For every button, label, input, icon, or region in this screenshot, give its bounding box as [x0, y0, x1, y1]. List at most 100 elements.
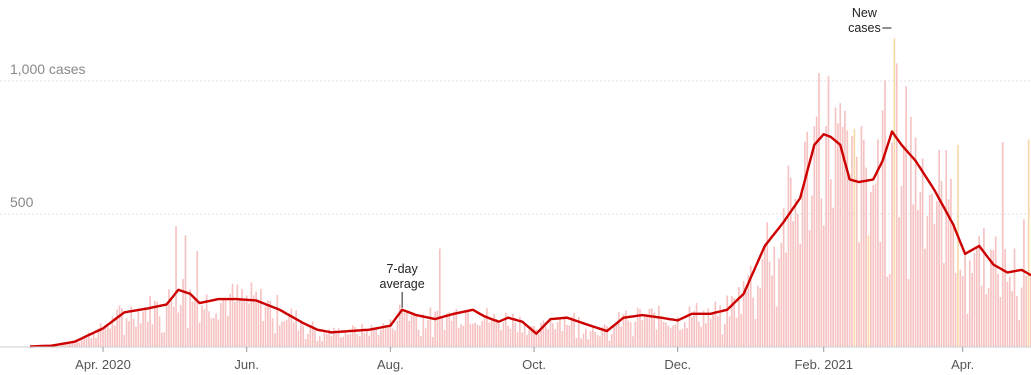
new-cases-bar	[507, 325, 509, 347]
new-cases-bar	[344, 330, 347, 347]
new-cases-bar	[740, 313, 743, 347]
new-cases-bar	[905, 86, 907, 347]
new-cases-bar	[888, 274, 891, 347]
new-cases-bar	[479, 325, 481, 347]
new-cases-bar	[811, 195, 813, 347]
new-cases-bar	[453, 311, 455, 347]
new-cases-bar	[227, 315, 229, 347]
new-cases-bar	[486, 308, 488, 347]
new-cases-bar	[373, 328, 375, 347]
new-cases-bar	[1008, 276, 1011, 347]
new-cases-bar	[172, 306, 175, 347]
new-cases-bar	[893, 38, 896, 347]
new-cases-bar	[719, 305, 721, 347]
new-cases-bar	[201, 305, 203, 347]
new-cases-bar	[80, 340, 83, 347]
new-cases-bar	[747, 275, 750, 347]
new-cases-bar	[443, 329, 446, 347]
new-cases-bar	[636, 307, 639, 347]
new-cases-bar	[1016, 296, 1018, 347]
new-cases-bar	[125, 318, 128, 347]
new-cases-bar	[434, 311, 436, 347]
new-cases-bar	[170, 300, 173, 347]
new-cases-bar	[427, 319, 429, 347]
new-cases-bar	[688, 306, 691, 347]
new-cases-bar	[667, 325, 670, 347]
new-cases-bar	[627, 320, 630, 347]
new-cases-bar	[660, 319, 663, 347]
new-cases-bar	[78, 342, 81, 347]
new-cases-bar	[128, 321, 130, 347]
new-cases-bar	[483, 318, 486, 347]
new-cases-bar	[655, 329, 658, 347]
y-tick-label: 1,000 cases	[10, 61, 86, 77]
new-cases-bar	[672, 325, 674, 347]
new-cases-bar	[460, 324, 462, 347]
new-cases-bar	[398, 304, 401, 347]
new-cases-bar	[163, 332, 166, 347]
new-cases-bar	[540, 323, 542, 347]
new-cases-bar	[413, 312, 415, 347]
new-cases-bar	[516, 332, 519, 347]
new-cases-bar	[582, 333, 585, 347]
new-cases-bar	[316, 340, 319, 347]
new-cases-bar	[528, 329, 531, 347]
new-cases-bar	[542, 320, 545, 347]
new-cases-bar	[971, 272, 973, 347]
new-cases-bar	[872, 185, 875, 347]
new-cases-bar	[243, 298, 246, 347]
new-cases-bar	[57, 345, 60, 347]
new-cases-bar	[281, 321, 283, 347]
new-cases-bar	[639, 309, 641, 347]
new-cases-bar	[662, 321, 665, 347]
new-cases-bar	[311, 321, 314, 347]
new-cases-bar	[474, 322, 476, 347]
new-cases-bar	[191, 301, 194, 347]
new-cases-bar	[959, 269, 962, 347]
new-cases-bars	[29, 38, 1031, 348]
new-cases-bar	[493, 314, 495, 347]
new-cases-bar	[886, 276, 889, 347]
new-cases-bar	[208, 311, 210, 347]
new-cases-bar	[1018, 320, 1021, 347]
new-cases-bar	[650, 308, 653, 347]
new-cases-bar	[526, 334, 528, 347]
new-cases-bar	[375, 327, 378, 347]
new-cases-bar	[262, 321, 264, 347]
new-cases-bar	[648, 308, 651, 347]
new-cases-bar	[829, 179, 832, 347]
new-cases-bar	[610, 333, 613, 347]
new-cases-bar	[269, 300, 272, 347]
new-cases-bar	[950, 178, 952, 347]
new-cases-bar	[391, 328, 394, 347]
new-cases-bar	[620, 326, 623, 347]
new-cases-bar	[469, 324, 472, 347]
new-cases-bar	[884, 80, 886, 348]
new-cases-bar	[780, 242, 783, 347]
new-cases-bar	[217, 319, 220, 347]
new-cases-bar	[855, 156, 858, 347]
x-tick-label: Aug.	[377, 357, 404, 372]
new-cases-bar	[500, 330, 502, 347]
new-cases-bar	[844, 110, 846, 347]
new-cases-bar	[462, 325, 465, 347]
new-cases-bar	[669, 328, 672, 347]
new-cases-bar	[606, 326, 608, 347]
new-cases-bar	[632, 336, 634, 347]
new-cases-bar	[846, 130, 849, 347]
new-cases-bar	[912, 204, 915, 347]
new-cases-bar	[523, 325, 526, 347]
new-cases-bar	[705, 323, 707, 347]
new-cases-bar	[827, 76, 830, 347]
average-line-layer	[29, 130, 1031, 348]
x-tick-label: Jun.	[234, 357, 259, 372]
new-cases-bar	[625, 310, 627, 347]
new-cases-bar	[712, 311, 714, 347]
new-cases-bar	[85, 335, 88, 347]
new-cases-bar	[88, 332, 90, 347]
new-cases-bar	[210, 318, 213, 347]
new-cases-bar	[90, 338, 93, 347]
new-cases-bar	[822, 225, 825, 347]
new-cases-bar	[563, 315, 566, 347]
